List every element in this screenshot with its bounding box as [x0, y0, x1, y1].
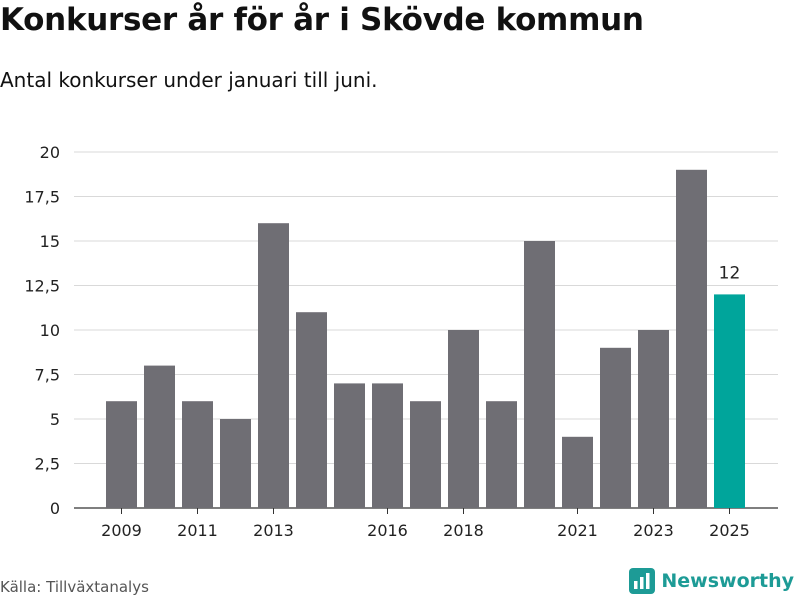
x-tick-label: 2018: [443, 521, 484, 540]
source-note: Källa: Tillväxtanalys: [0, 578, 149, 596]
y-tick-label: 10: [40, 321, 60, 340]
bar-2022: [600, 347, 631, 508]
y-tick-label: 5: [50, 410, 60, 429]
bar-2024: [676, 169, 707, 509]
x-tick-label: 2021: [557, 521, 598, 540]
bar-2020: [524, 241, 555, 508]
y-tick-label: 7,5: [35, 366, 60, 385]
annotations: 12: [719, 263, 741, 283]
bar-2010: [144, 365, 175, 508]
bar-2014: [296, 312, 327, 508]
x-tick-label: 2025: [709, 521, 750, 540]
bar-2017: [410, 401, 441, 508]
brand: Newsworthy: [629, 568, 794, 594]
bar-2015: [334, 383, 365, 508]
bars: [106, 169, 745, 509]
x-tick-label: 2023: [633, 521, 674, 540]
bar-2019: [486, 401, 517, 508]
y-tick-label: 12,5: [24, 277, 60, 296]
chart-subtitle: Antal konkurser under januari till juni.: [0, 68, 378, 92]
x-tick-label: 2009: [101, 521, 142, 540]
bar-2016: [372, 383, 403, 508]
bar-2013: [258, 223, 289, 508]
data-label-2025: 12: [719, 263, 741, 283]
y-tick-label: 20: [40, 143, 60, 162]
bar-2023: [638, 330, 669, 508]
bar-2018: [448, 330, 479, 508]
bar-2012: [220, 419, 251, 508]
y-tick-label: 15: [40, 232, 60, 251]
bar-2011: [182, 401, 213, 508]
chart-title: Konkurser år för år i Skövde kommun: [0, 2, 644, 38]
bar-chart-logo-icon: [629, 568, 656, 594]
y-tick-label: 0: [50, 499, 60, 518]
y-axis-labels: 0 2,5 5 7,5 10 12,5 15 17,5 20: [24, 143, 60, 518]
bar-2025: [714, 294, 745, 508]
x-tick-label: 2013: [253, 521, 294, 540]
x-tick-label: 2011: [177, 521, 218, 540]
bar-2021: [562, 436, 593, 508]
x-axis-labels: 2009 2011 2013 2016 2018 2021 2023 2025: [101, 508, 750, 540]
y-tick-label: 2,5: [35, 455, 60, 474]
brand-name: Newsworthy: [661, 570, 794, 592]
bar-2009: [106, 401, 137, 508]
x-tick-label: 2016: [367, 521, 408, 540]
y-tick-label: 17,5: [24, 188, 60, 207]
